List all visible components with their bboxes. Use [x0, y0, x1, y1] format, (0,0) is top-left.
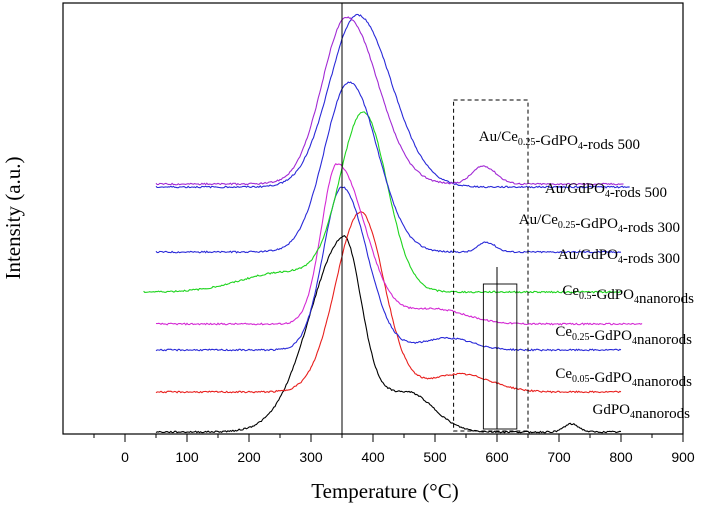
x-tick-label: 800: [609, 449, 633, 465]
highlight-box-0: [482, 283, 498, 430]
series-line-0: [155, 235, 622, 434]
x-tick-label: 100: [175, 449, 199, 465]
series-label-1: Ce0.05-GdPO4nanorods: [555, 366, 692, 390]
series-line-2: [155, 186, 622, 352]
series-line-1: [155, 210, 622, 394]
x-tick-label: 0: [121, 449, 129, 465]
x-tick-label: 900: [671, 449, 695, 465]
series-line-6: [155, 13, 630, 189]
series-line-7: [155, 16, 624, 186]
series-label-7: Au/Ce0.25-GdPO4-rods 500: [479, 129, 640, 153]
series-label-0: GdPO4nanorods: [592, 402, 690, 422]
x-tick-label: 300: [299, 449, 323, 465]
series-label-6: Au/GdPO4-rods 500: [545, 181, 667, 201]
x-axis-title: Temperature (°C): [311, 479, 458, 503]
series-label-2: Ce0.25-GdPO4nanorods: [555, 324, 692, 348]
highlight-box-1: [496, 283, 518, 430]
series-line-5: [155, 81, 622, 254]
x-tick-label: 600: [485, 449, 509, 465]
dashed-highlight-box: [453, 99, 529, 432]
x-tick-label: 400: [361, 449, 385, 465]
x-tick-label: 200: [237, 449, 261, 465]
series-label-4: Au/GdPO4-rods 300: [558, 247, 680, 267]
series-label-3: Ce0.5-GdPO4nanorods: [562, 283, 694, 307]
series-line-4: [143, 111, 622, 294]
x-tick-label: 700: [547, 449, 571, 465]
series-label-5: Au/Ce0.25-GdPO4-rods 300: [519, 212, 680, 236]
series-line-3: [155, 163, 643, 326]
x-tick-label: 500: [423, 449, 447, 465]
y-axis-title: Intensity (a.u.): [1, 156, 25, 279]
